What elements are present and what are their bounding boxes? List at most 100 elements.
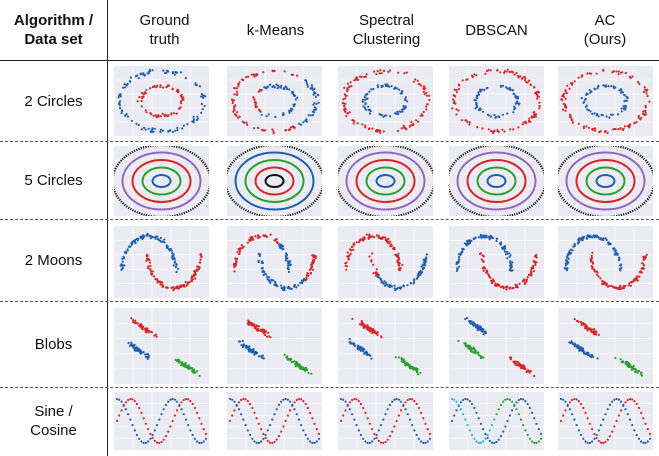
data-point [294,98,297,101]
data-point [539,437,543,440]
data-point [198,374,201,377]
data-point [369,328,372,331]
data-point [379,277,382,281]
data-point [174,286,177,289]
data-point [490,441,494,444]
data-point [306,85,309,88]
data-point [599,237,602,240]
data-point [474,236,477,239]
data-point [410,120,413,124]
data-point [345,114,348,118]
data-point [236,250,239,254]
data-point [425,94,428,97]
data-point [308,268,311,271]
data-point [504,425,507,428]
data-point [519,397,523,401]
data-point [366,417,369,420]
data-point [515,408,518,411]
data-point [577,76,580,79]
data-point [479,90,482,93]
data-point [536,95,539,98]
data-point [466,120,469,123]
data-point [359,346,362,349]
data-point [479,235,482,238]
data-point [426,103,429,106]
plot-background [338,392,433,450]
data-point [238,81,241,84]
data-point [610,85,613,88]
data-point [473,406,476,410]
data-point [642,258,645,261]
data-point [562,398,565,401]
data-point [415,119,418,122]
data-point [626,413,629,416]
data-point [533,374,536,378]
data-point [252,349,255,352]
data-point [415,277,418,280]
data-point [642,441,645,444]
data-point [494,282,497,285]
data-point [518,102,521,105]
data-point [537,440,540,443]
data-point [233,409,236,412]
data-point [636,279,639,282]
ring [565,151,646,211]
data-point [255,441,258,444]
data-point [355,424,358,427]
data-point [646,94,649,98]
plot-blobs [449,308,544,384]
data-point [577,345,580,348]
data-point [602,84,605,87]
data-point [373,70,376,73]
data-point [412,80,415,83]
data-point [570,118,573,121]
data-point [516,285,519,288]
data-point [160,413,163,416]
data-point [245,121,248,124]
data-point [344,262,347,265]
data-point [488,429,491,432]
data-point [347,86,350,89]
data-point [297,284,300,287]
data-point [145,331,148,334]
data-point [184,418,188,421]
data-point [239,247,242,250]
data-point [535,253,538,256]
data-point [256,325,259,328]
data-point [316,93,319,96]
data-point [159,128,163,131]
data-point [404,401,407,404]
data-point [577,241,580,244]
data-point [462,247,465,251]
data-point [175,112,178,115]
data-point [458,84,461,87]
data-point [282,87,285,90]
data-point [459,401,462,404]
data-point [567,261,570,264]
data-point [273,413,276,416]
data-point [274,283,277,287]
data-point [511,409,514,412]
data-point [605,238,608,242]
data-point [347,257,350,261]
plot-2-circles [558,66,653,136]
data-point [348,111,351,114]
data-point [317,437,321,440]
data-point [423,264,427,267]
data-point [262,357,265,360]
data-point [383,284,387,287]
data-point [283,70,286,73]
data-point [177,267,180,270]
data-point [382,418,385,421]
data-point [375,436,378,440]
data-point [304,79,307,82]
data-point [264,333,267,337]
data-point [564,105,567,108]
data-point [286,398,289,401]
data-point [628,363,631,366]
data-point [118,414,121,417]
data-point [268,441,272,444]
data-point [475,411,478,414]
data-point [378,113,381,116]
data-point [499,71,502,74]
